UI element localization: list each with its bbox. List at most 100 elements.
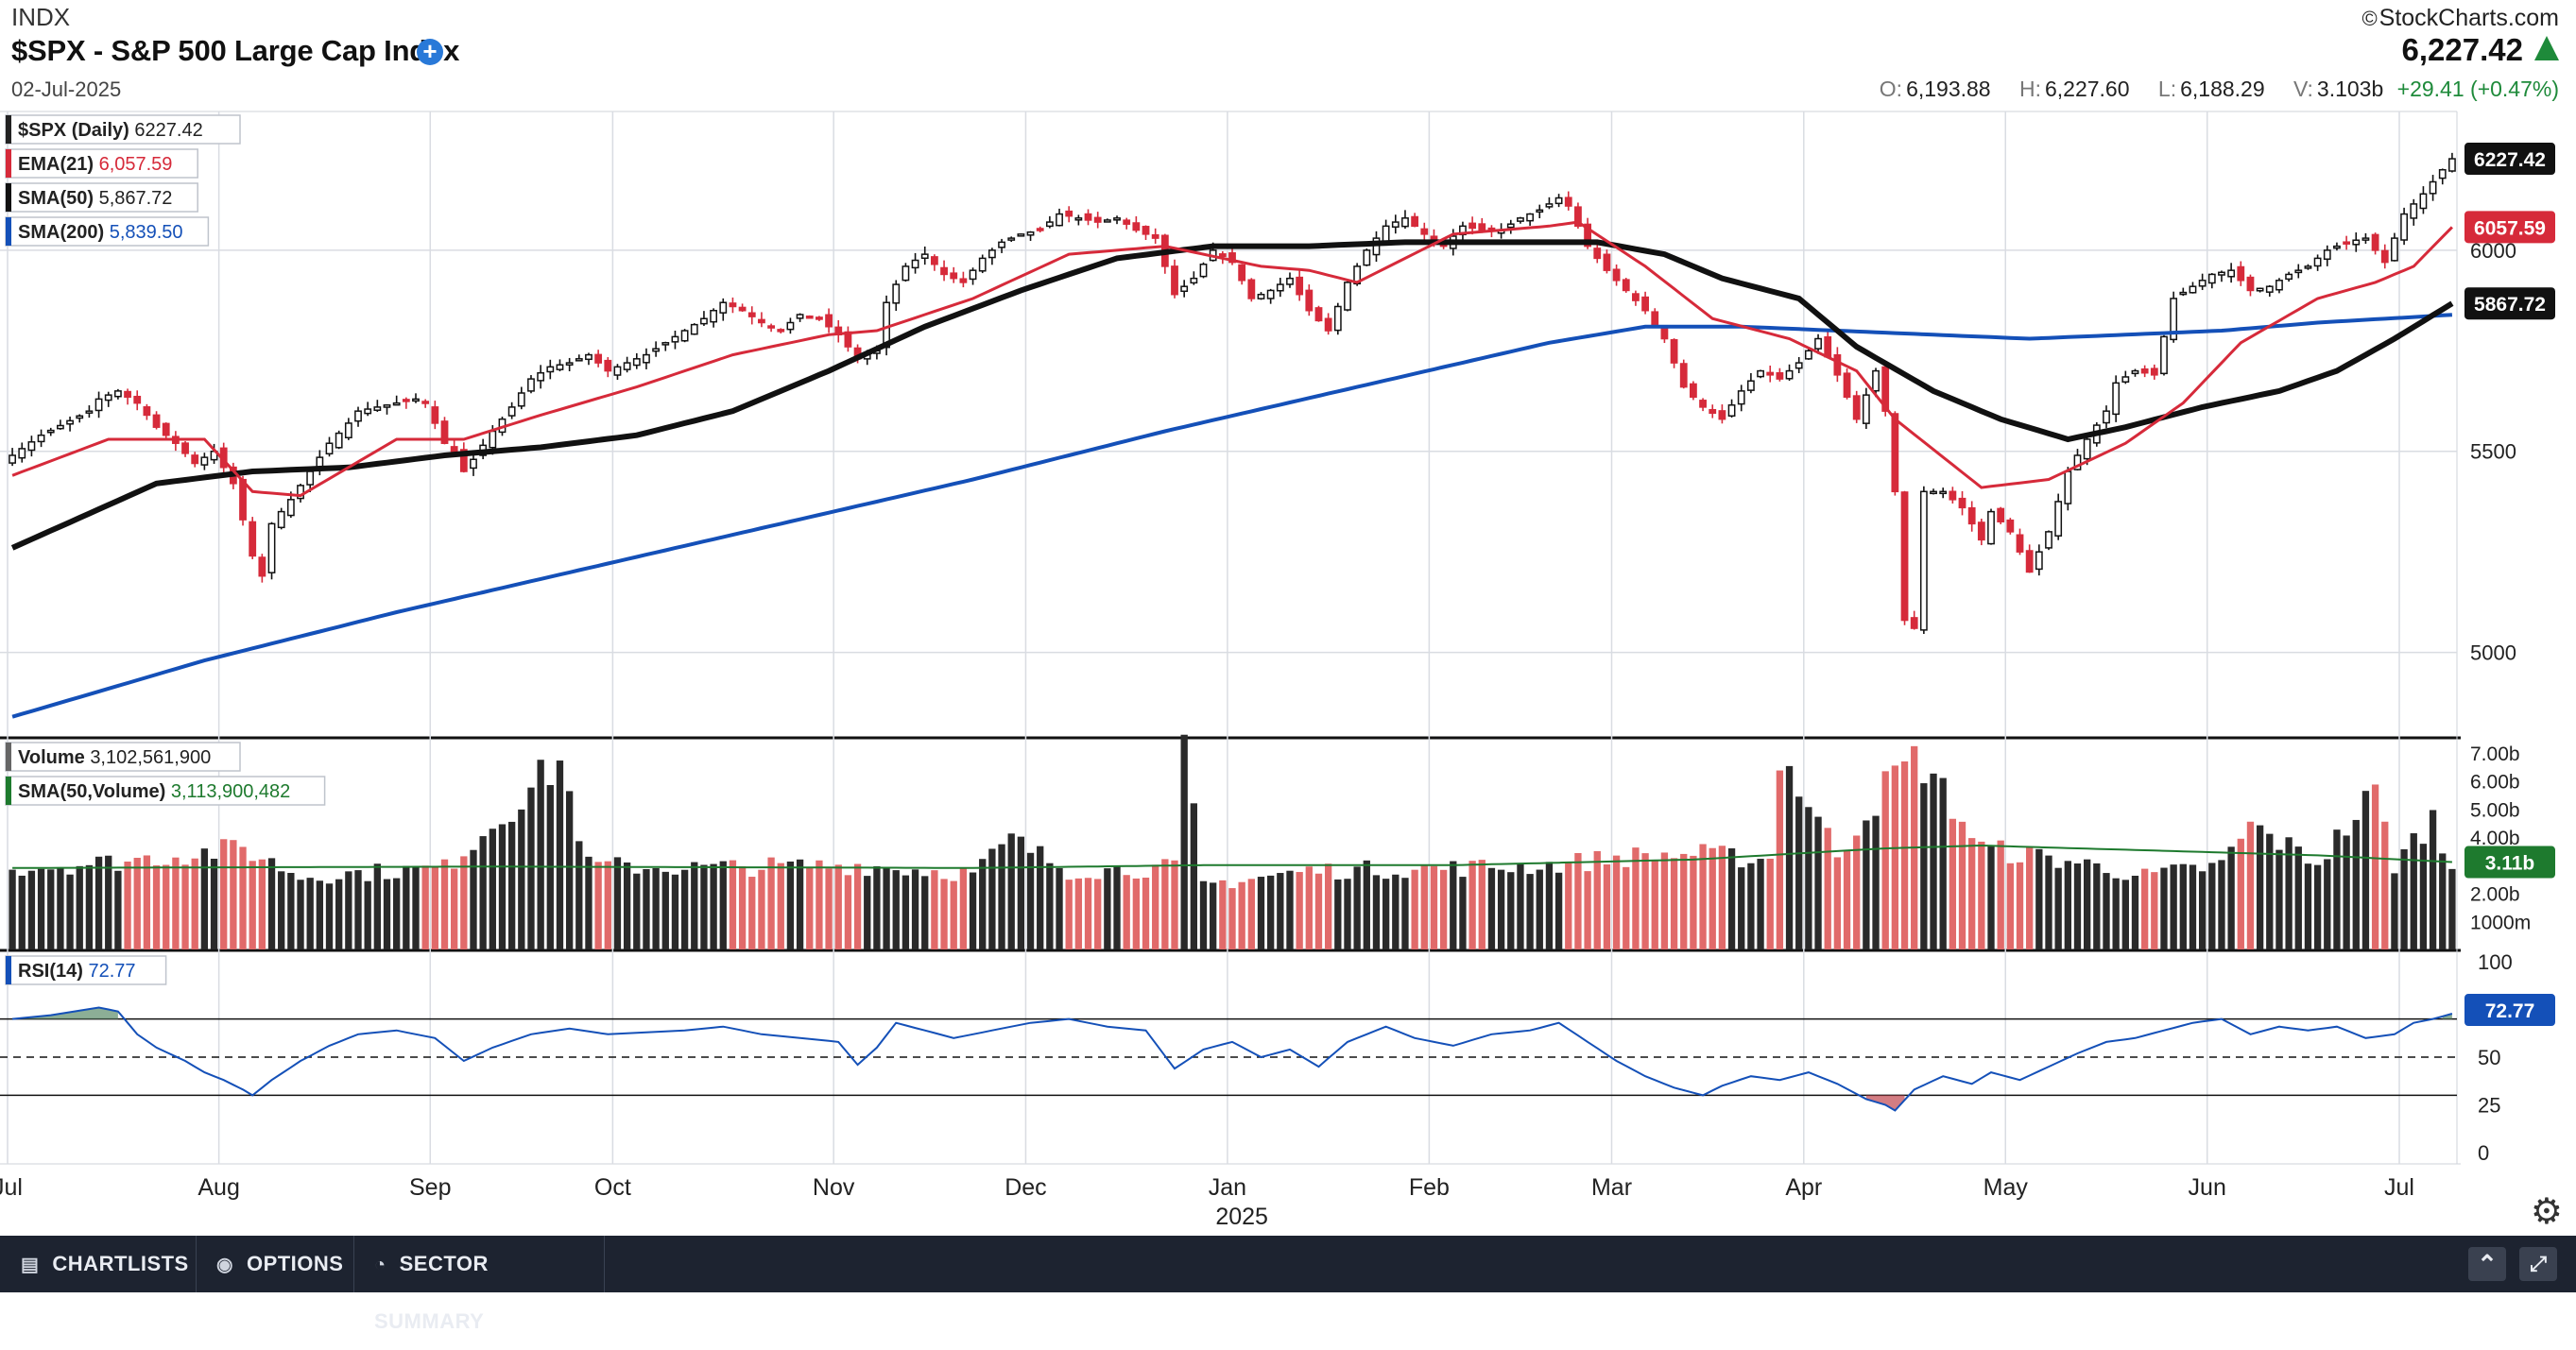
- volume-legend: SMA(50,Volume) 3,113,900,482: [5, 776, 326, 806]
- month-tick-label: Jan: [1209, 1174, 1246, 1201]
- volume-bar: [2324, 859, 2331, 949]
- volume-bar: [1286, 870, 1294, 949]
- options-label: OPTIONS: [246, 1252, 344, 1275]
- volume-bar: [2304, 863, 2312, 949]
- candle-body: [1506, 223, 1515, 229]
- candle-body: [1727, 404, 1736, 417]
- volume-bar: [76, 865, 83, 949]
- candle-body: [1536, 209, 1544, 214]
- volume-bar: [1037, 846, 1044, 949]
- candle-body: [1766, 371, 1775, 376]
- candle-body: [2179, 291, 2188, 296]
- volume-bar: [1046, 863, 1054, 949]
- volume-bar: [1939, 778, 1947, 949]
- volume-bar: [421, 865, 429, 949]
- plus-circle-icon[interactable]: +: [417, 39, 443, 65]
- volume-bar: [816, 860, 823, 949]
- volume-bar: [66, 874, 74, 949]
- volume-legend-swatch: [6, 743, 11, 771]
- volume-bar: [85, 864, 94, 949]
- candle-body: [2198, 280, 2207, 287]
- candle-body: [2103, 410, 2110, 424]
- volume-bar: [1401, 878, 1409, 949]
- candle-body: [2265, 285, 2274, 293]
- volume-bar: [1690, 855, 1697, 949]
- candle-body: [1266, 289, 1275, 299]
- candle-body: [1045, 221, 1054, 228]
- candle-body: [383, 404, 391, 408]
- chart-date: 02-Jul-2025: [11, 77, 122, 101]
- ema21-line: [11, 220, 2453, 498]
- candle-body: [1670, 338, 1678, 364]
- volume-bar: [565, 791, 574, 949]
- volume-bar: [479, 836, 487, 949]
- options-button[interactable]: ◉ OPTIONS: [197, 1236, 354, 1292]
- candle-body: [1296, 276, 1304, 296]
- candle-body: [402, 399, 410, 402]
- candle-body: [364, 408, 372, 415]
- candle-body: [1795, 362, 1803, 369]
- volume-tag: 3.11b: [2464, 846, 2555, 879]
- brand-logo[interactable]: ©StockCharts.com: [2361, 5, 2559, 31]
- expand-icon[interactable]: ⤢: [2519, 1247, 2557, 1281]
- candle-body: [758, 318, 765, 324]
- candle-body: [1824, 335, 1832, 358]
- candle-body: [1699, 400, 1707, 408]
- volume-bar: [1709, 847, 1716, 949]
- volume-bar: [2189, 864, 2197, 949]
- volume-legend-label: SMA(50,Volume): [18, 781, 171, 802]
- candle-body: [1093, 216, 1102, 223]
- candle-body: [1526, 213, 1535, 222]
- candle-body: [37, 434, 45, 443]
- volume-bar: [1238, 881, 1245, 949]
- candle-body: [440, 420, 449, 444]
- volume-sma-line: [12, 844, 2452, 869]
- volume-bar: [2361, 791, 2370, 949]
- volume-bar: [1766, 858, 1774, 949]
- volume-bar: [230, 840, 237, 949]
- volume-bar: [1296, 872, 1303, 949]
- chart-canvas[interactable]: Jul Aug Sep Oct Nov Dec Jan Feb Mar Apr May Jun Jul 2…: [0, 0, 2576, 1228]
- candle-body: [786, 321, 795, 331]
- volume-bar: [786, 861, 795, 949]
- volume-bar: [200, 848, 209, 949]
- volume-bar: [163, 864, 170, 949]
- candlestick-series: [9, 152, 2456, 634]
- candle-body: [133, 395, 142, 404]
- volume-bar: [1747, 863, 1755, 949]
- volume-bar: [47, 869, 55, 949]
- price-legend-value: 5,839.50: [110, 222, 183, 243]
- volume-bar: [37, 868, 45, 949]
- chevron-up-icon[interactable]: ⌃: [2468, 1247, 2506, 1281]
- price-legend: EMA(21) 6,057.59: [5, 148, 198, 179]
- volume-bar: [643, 868, 650, 949]
- candle-body: [1113, 217, 1121, 221]
- volume-bar: [1219, 880, 1227, 949]
- candle-body: [1372, 237, 1381, 256]
- volume-bar: [403, 865, 410, 949]
- candle-body: [1690, 383, 1697, 399]
- month-tick-label: Nov: [813, 1174, 855, 1201]
- volume-bar: [373, 863, 382, 949]
- eye-icon: ◉: [216, 1255, 233, 1276]
- volume-bar: [470, 849, 477, 949]
- candle-body: [507, 406, 516, 417]
- price-legend-swatch: [6, 149, 11, 178]
- volume-bar: [1612, 855, 1621, 949]
- volume-bar: [1382, 879, 1390, 949]
- candle-body: [325, 442, 334, 455]
- volume-bar: [1968, 838, 1976, 949]
- candle-body: [1228, 252, 1236, 264]
- volume-bar: [1872, 815, 1880, 949]
- gear-icon[interactable]: ⚙: [2530, 1192, 2563, 1232]
- volume-bar: [2064, 861, 2071, 949]
- volume-bar: [2275, 849, 2283, 949]
- volume-bar: [575, 841, 583, 949]
- volume-bar: [661, 871, 669, 949]
- sector-summary-button[interactable]: ◔ SECTOR SUMMARY: [355, 1236, 605, 1333]
- volume-bar: [249, 861, 256, 949]
- chartlists-button[interactable]: ▤ CHARTLISTS: [0, 1236, 197, 1292]
- candle-body: [66, 419, 74, 425]
- volume-bar: [2218, 860, 2225, 949]
- candle-body: [2140, 367, 2149, 374]
